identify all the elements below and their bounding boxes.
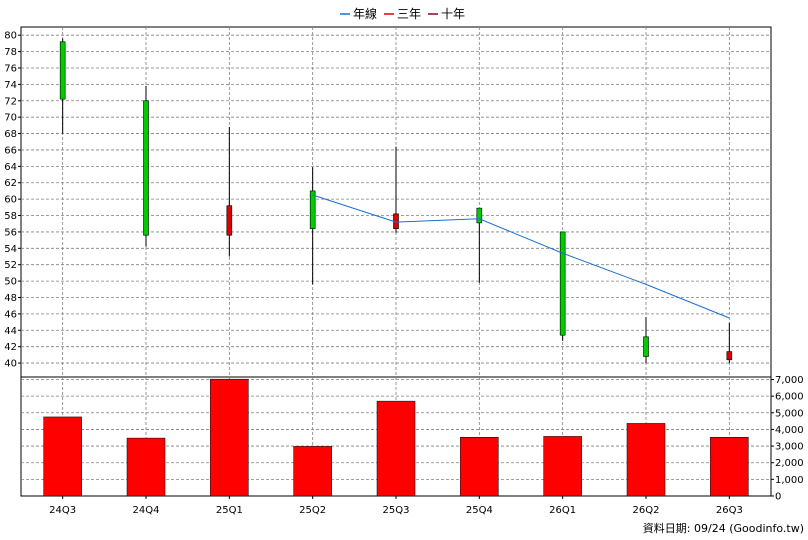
volume-bar: [460, 436, 499, 497]
candle-body: [476, 207, 483, 224]
candle-body: [59, 41, 66, 100]
volume-tick-label: 4,000: [775, 425, 804, 436]
price-tick-label: 52: [4, 260, 17, 271]
price-tick-label: 66: [4, 145, 17, 156]
annual-line-path: [312, 194, 730, 319]
price-tick-label: 46: [4, 309, 17, 320]
volume-tick-label: 3,000: [775, 442, 804, 453]
volume-tick-label: 0: [775, 492, 781, 503]
volume-tick-label: 5,000: [775, 408, 804, 419]
candle-body: [726, 351, 733, 361]
x-tick-label: 26Q1: [549, 505, 576, 516]
price-tick-label: 62: [4, 178, 17, 189]
legend-label: 年線: [353, 6, 377, 21]
price-tick-label: 54: [4, 244, 17, 255]
x-tick-label: 25Q3: [383, 505, 410, 516]
x-axis-ticks: 24Q3 24Q4 25Q1 25Q2 25Q3 25Q4 26Q1 26Q2 26Q3: [49, 496, 743, 516]
volume-bars: [43, 378, 749, 497]
price-tick-label: 76: [4, 63, 17, 74]
volume-bar: [710, 436, 749, 497]
legend-label: 十年: [441, 7, 465, 21]
volume-bar: [543, 436, 582, 497]
x-tick-label: 26Q2: [633, 505, 660, 516]
volume-bar: [626, 423, 666, 497]
candle-body: [143, 100, 149, 236]
candle-body: [226, 205, 233, 236]
data-date-credit: 資料日期: 09/24 (Goodinfo.tw): [643, 521, 804, 535]
price-tick-label: 60: [4, 195, 17, 206]
price-tick-label: 42: [4, 342, 17, 353]
annual-line: [312, 194, 730, 319]
volume-bar: [126, 437, 166, 497]
legend-label: 三年: [397, 7, 421, 21]
price-tick-label: 64: [4, 162, 17, 173]
volume-bar: [376, 400, 416, 497]
price-tick-label: 50: [4, 277, 17, 288]
volume-bar: [43, 416, 82, 497]
volume-axis-ticks: 0 1,000 2,000 3,000 4,000 5,000 6,000 7,000: [771, 375, 804, 503]
price-tick-label: 74: [4, 80, 17, 91]
price-tick-label: 58: [4, 211, 17, 222]
volume-tick-label: 7,000: [775, 375, 804, 386]
price-tick-label: 40: [4, 359, 17, 370]
price-tick-label: 48: [4, 293, 17, 304]
price-tick-label: 72: [4, 96, 17, 107]
volume-bar: [210, 378, 249, 497]
legend: 年線 三年 十年: [340, 6, 465, 21]
candles: [59, 38, 733, 364]
volume-tick-label: 6,000: [775, 392, 804, 403]
x-tick-label: 26Q3: [716, 505, 743, 516]
volume-tick-label: 2,000: [775, 458, 804, 469]
x-tick-label: 24Q4: [133, 505, 160, 516]
price-tick-label: 70: [4, 113, 17, 124]
x-tick-label: 24Q3: [49, 505, 76, 516]
volume-bar: [293, 446, 332, 497]
price-tick-label: 78: [4, 47, 17, 58]
price-axis-ticks: 40 42 44 46 48 50 52 54 56 58 60 62 64 66 68 70 72 74 76 78…: [4, 31, 21, 370]
price-tick-label: 80: [4, 31, 17, 42]
x-tick-label: 25Q1: [216, 505, 243, 516]
price-tick-label: 56: [4, 227, 17, 238]
x-tick-label: 25Q4: [466, 505, 493, 516]
candle-body: [643, 336, 649, 357]
price-tick-label: 68: [4, 129, 17, 140]
x-tick-label: 25Q2: [299, 505, 326, 516]
volume-tick-label: 1,000: [775, 475, 804, 486]
candle-body: [309, 190, 316, 229]
candle-body: [559, 231, 566, 336]
price-tick-label: 44: [4, 326, 17, 337]
